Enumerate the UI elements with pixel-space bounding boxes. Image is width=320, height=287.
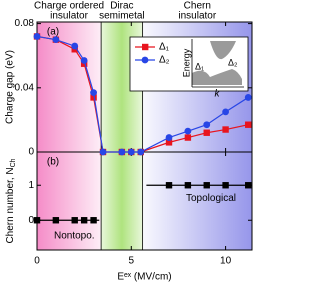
data-point [90,94,97,101]
region-shade [37,22,102,250]
y-axis-label: Charge gap (eV) [5,50,16,124]
y-tick-label: 1 [28,180,34,191]
data-point [80,57,88,64]
data-point [52,217,60,224]
panel-label: (a) [47,27,59,38]
region-label: Charge ordered [34,1,104,12]
data-point [203,182,210,189]
data-point [245,121,252,128]
inset-gap-label: Δ₁ [195,61,204,71]
data-point [245,182,252,189]
data-point [80,217,88,224]
data-point [137,148,145,156]
data-point [222,108,229,116]
data-point [118,148,126,156]
x-axis-label: Eᵉˣ (MV/cm) [117,272,171,283]
region-label: insulator [178,11,216,22]
data-point [222,126,229,133]
region-label: Dirac [110,1,133,12]
region-label: Chern [184,1,211,12]
inset-gap-label: Δ₂ [228,57,238,67]
y-axis-label: Chern number, NCh [5,158,17,243]
data-point [71,217,78,224]
x-tick-label: 10 [220,256,232,267]
data-point [127,148,135,156]
annotation: Nontopo. [54,231,95,242]
legend-marker [142,43,149,51]
y-tick-label: 0 [28,215,34,226]
y-tick-label: 0.04 [15,82,35,93]
data-point [90,89,97,97]
panel-label: (b) [47,157,59,168]
data-point [165,139,173,146]
data-point [184,127,192,135]
band-upper [192,41,242,60]
y-axis-label-main: Chern number, N [5,167,16,243]
x-tick-label: 5 [129,256,135,267]
x-tick-label: 0 [34,256,40,267]
data-point [33,33,41,40]
data-point [33,217,41,224]
data-point [203,121,211,129]
data-point [244,94,252,101]
y-axis-label-sub: Ch [10,158,17,167]
data-point [222,182,229,189]
region-label: semimetal [99,11,145,22]
legend-label: Δ₁ [159,42,170,53]
data-point [71,42,79,50]
data-point [165,182,173,189]
legend-label: Δ₂ [159,55,170,66]
figure: Charge orderedinsulatorDiracsemimetalChe… [5,1,253,283]
data-point [52,36,60,44]
legend-marker [141,56,149,64]
region-label: insulator [50,11,88,22]
data-point [184,134,192,141]
panel-frame [36,151,253,251]
y-tick-label: 0 [28,147,34,158]
inset-y-label: Energy [181,48,191,77]
data-point [90,217,97,224]
data-point [165,134,173,141]
y-tick-label: 0.08 [15,18,35,29]
annotation: Topological [186,193,236,204]
band-lower [192,69,242,85]
data-point [184,182,192,189]
data-point [203,129,210,136]
data-point [99,148,107,156]
inset-x-label: k [215,89,221,100]
